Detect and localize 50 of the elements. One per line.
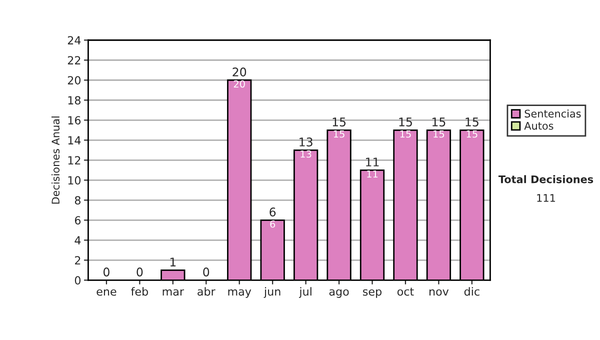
y-tick-label: 2 (75, 256, 80, 264)
y-tick-label: 22 (68, 56, 80, 64)
total-label: 0 (103, 268, 110, 276)
y-tick-label: 10 (68, 176, 81, 185)
data-label: 20 (234, 80, 245, 88)
x-tick-label: may (228, 289, 252, 298)
total-label: 6 (270, 208, 276, 216)
total-label: 11 (366, 158, 379, 166)
x-tick-label: jul (299, 287, 312, 298)
y-tick-label: 0 (74, 276, 81, 285)
x-tick-label: sep (363, 289, 382, 298)
text: 111 (537, 194, 555, 202)
total-label: 15 (432, 118, 446, 126)
total-label: 0 (136, 268, 143, 276)
x-tick-label: nov (430, 289, 449, 296)
x-tick-label: abr (198, 287, 216, 296)
y-tick-label: 14 (68, 136, 81, 144)
total-label: 1 (170, 258, 176, 266)
y-tick-label: 16 (68, 116, 81, 125)
y-tick-label: 20 (68, 76, 81, 85)
data-label: 15 (400, 130, 411, 138)
data-label: 11 (367, 170, 378, 178)
y-tick-label: 6 (74, 216, 81, 225)
data-label: 15 (334, 130, 344, 138)
x-tick-label: mar (162, 289, 184, 296)
x-tick-label: ene (96, 289, 116, 296)
data-label: 15 (434, 130, 444, 138)
total-label: 0 (203, 268, 210, 276)
total-label: 13 (300, 138, 312, 146)
data-label: 15 (466, 130, 478, 138)
x-tick-label: dic (464, 287, 480, 296)
x-tick-label: jun (264, 287, 280, 298)
y-axis-title: Decisiones Anual (51, 116, 60, 204)
x-tick-label: oct (397, 288, 414, 296)
y-tick-label: 4 (74, 236, 81, 244)
x-tick-label: ago (329, 289, 349, 298)
total-label: 15 (332, 118, 346, 126)
legend-label: Autos (524, 122, 554, 130)
y-tick-label: 24 (68, 36, 81, 44)
y-tick-label: 12 (68, 156, 80, 164)
y-tick-label: 8 (74, 196, 80, 205)
total-label: 20 (232, 68, 246, 76)
y-tick-label: 18 (68, 96, 80, 105)
legend-label: Sentencias (524, 110, 581, 118)
x-tick-label: feb (131, 287, 148, 296)
data-label: 13 (300, 150, 312, 158)
total-label: 15 (399, 118, 412, 126)
total-label: 15 (466, 118, 478, 126)
data-label: 6 (270, 220, 276, 228)
text: Total Decisiones (498, 175, 594, 184)
